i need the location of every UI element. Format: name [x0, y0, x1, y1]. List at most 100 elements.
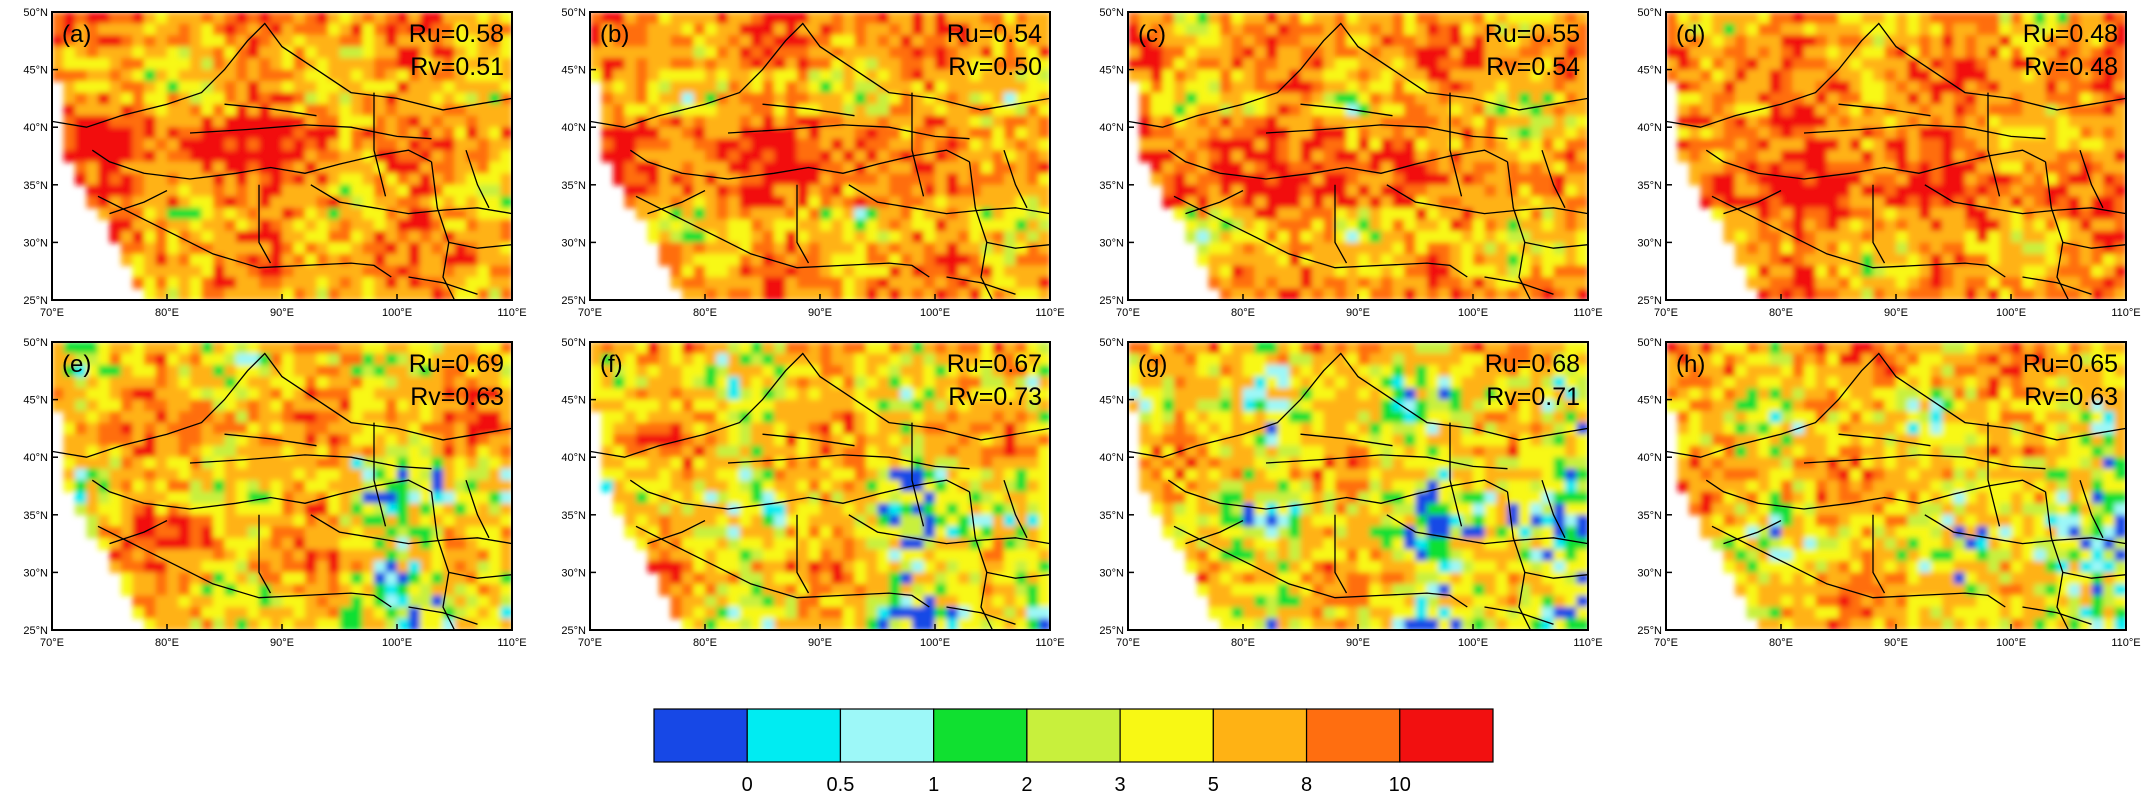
- field-cell: [659, 196, 672, 209]
- field-cell: [900, 288, 913, 300]
- field-cell: [705, 276, 718, 290]
- field-cell: [1815, 69, 1828, 82]
- field-cell: [831, 69, 844, 82]
- border-line: [1173, 195, 1468, 278]
- field-cell: [1700, 69, 1713, 82]
- field-cell: [144, 491, 157, 504]
- field-cell: [190, 399, 203, 412]
- field-cell: [2080, 207, 2093, 220]
- field-cell: [1438, 46, 1451, 59]
- field-cell: [1300, 12, 1313, 25]
- field-cell: [1896, 265, 1909, 278]
- field-cell: [1369, 173, 1382, 186]
- field-cell: [351, 138, 364, 151]
- field-cell: [408, 595, 421, 608]
- field-cell: [247, 253, 260, 267]
- field-cell: [1815, 184, 1828, 197]
- field-cell: [1804, 115, 1817, 128]
- field-cell: [270, 46, 283, 59]
- field-cell: [981, 353, 994, 366]
- field-cell: [2114, 184, 2126, 197]
- field-cell: [1873, 69, 1886, 82]
- field-cell: [374, 196, 387, 209]
- field-cell: [339, 276, 352, 290]
- field-cell: [1450, 242, 1463, 255]
- field-cell: [1027, 69, 1040, 82]
- field-cell: [178, 537, 191, 550]
- field-cell: [1358, 161, 1371, 174]
- field-cell: [1838, 104, 1851, 117]
- border-line: [408, 606, 478, 625]
- field-cell: [1323, 46, 1336, 59]
- field-cell: [247, 422, 260, 435]
- field-cell: [259, 434, 272, 447]
- field-cell: [2080, 242, 2093, 255]
- field-cell: [1769, 58, 1782, 71]
- field-cell: [808, 173, 821, 186]
- field-cell: [1015, 69, 1028, 82]
- field-cell: [420, 595, 433, 608]
- field-cell: [1988, 150, 2001, 163]
- field-cell: [739, 242, 752, 255]
- field-cell: [912, 265, 925, 278]
- field-cell: [1758, 161, 1771, 174]
- field-cell: [912, 35, 925, 48]
- field-cell: [201, 104, 214, 117]
- field-cell: [820, 58, 833, 71]
- field-cell: [374, 411, 387, 424]
- field-cell: [477, 46, 490, 59]
- field-cell: [98, 422, 111, 435]
- field-cell: [1496, 92, 1509, 105]
- field-cell: [1896, 92, 1909, 105]
- field-cell: [1346, 12, 1359, 25]
- field-cell: [1689, 104, 1702, 117]
- field-cell: [1208, 242, 1221, 255]
- field-cell: [1553, 253, 1566, 267]
- field-cell: [247, 173, 260, 186]
- field-cell: [1827, 242, 1840, 255]
- field-cell: [1473, 69, 1486, 82]
- field-cell: [1151, 58, 1164, 71]
- field-cells: [52, 12, 512, 300]
- field-cell: [1746, 92, 1759, 105]
- field-cell: [1015, 35, 1028, 48]
- field-cell: [808, 46, 821, 59]
- field-cell: [1815, 46, 1828, 59]
- field-cell: [1815, 58, 1828, 71]
- field-cell: [477, 595, 490, 608]
- field-cell: [259, 457, 272, 470]
- x-tick-label: 70°E: [1654, 307, 1678, 319]
- field-cell: [601, 365, 614, 378]
- field-cell: [500, 265, 512, 278]
- field-cell: [1346, 150, 1359, 163]
- field-cell: [1769, 253, 1782, 267]
- field-cell: [1666, 35, 1679, 48]
- field-cell: [2011, 23, 2024, 36]
- field-cell: [1266, 46, 1279, 59]
- field-cell: [1220, 173, 1233, 186]
- field-cell: [1277, 219, 1290, 232]
- field-cell: [213, 288, 226, 300]
- field-cell: [316, 138, 329, 151]
- field-cell: [1484, 46, 1497, 59]
- field-cell: [1427, 230, 1440, 243]
- field-cell: [385, 549, 398, 562]
- field-cell: [1461, 127, 1474, 140]
- field-cell: [843, 288, 856, 300]
- field-cell: [63, 468, 76, 481]
- field-cell: [224, 376, 237, 389]
- field-cell: [328, 411, 341, 424]
- field-cell: [178, 457, 191, 470]
- field-cell: [397, 526, 410, 539]
- field-cell: [1723, 219, 1736, 232]
- field-cell: [1507, 242, 1520, 255]
- field-cell: [1873, 230, 1886, 243]
- field-cell: [63, 365, 76, 378]
- field-cell: [2080, 276, 2093, 290]
- field-cell: [282, 376, 295, 389]
- field-cell: [397, 265, 410, 278]
- field-cell: [466, 560, 479, 573]
- field-cell: [751, 219, 764, 232]
- field-cell: [854, 253, 867, 267]
- field-cell: [362, 457, 375, 470]
